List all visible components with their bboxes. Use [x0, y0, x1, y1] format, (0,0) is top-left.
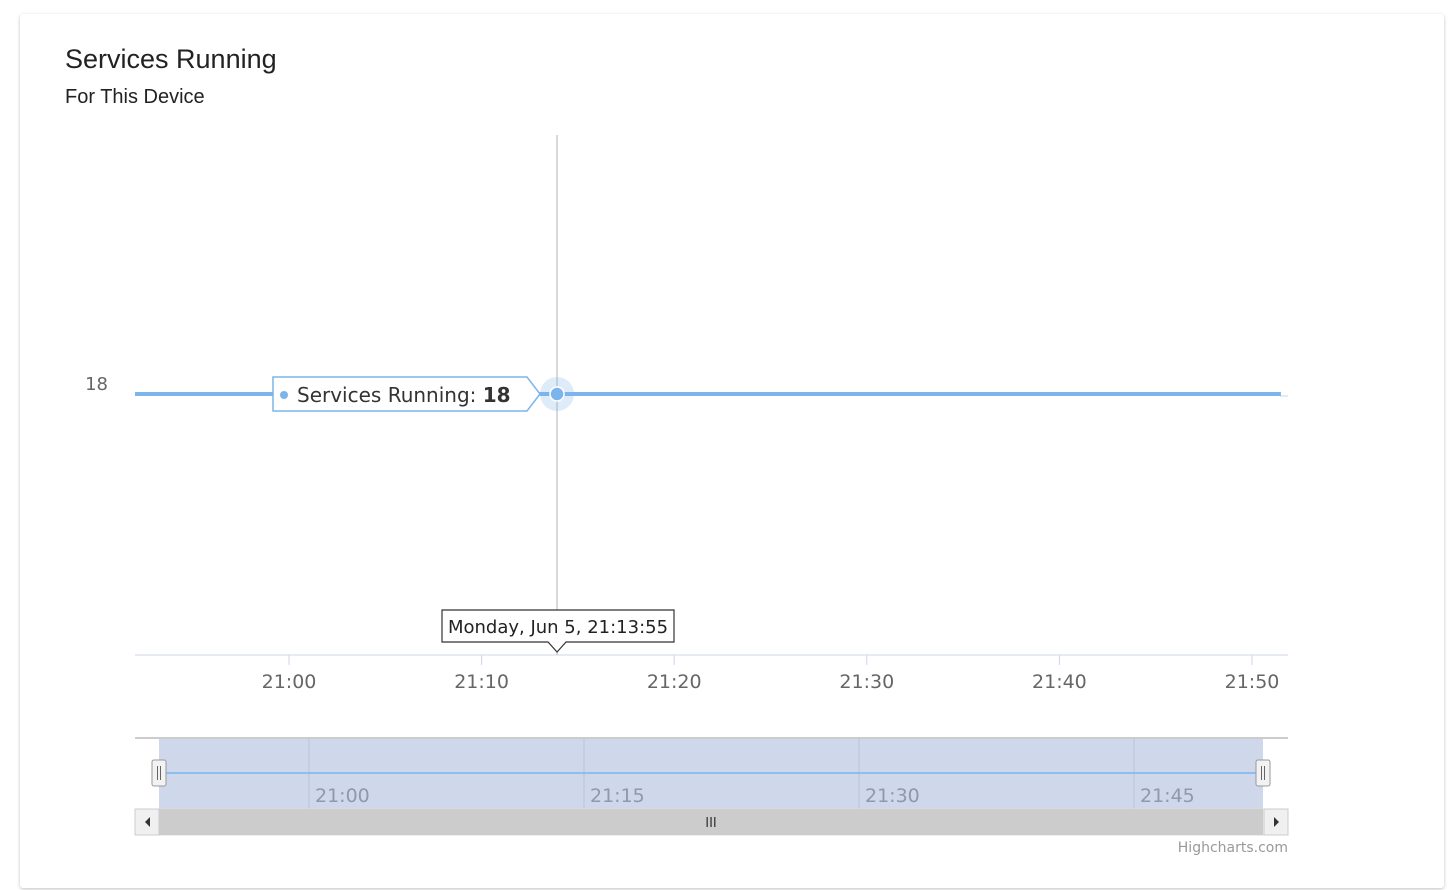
y-tick-label: 18: [85, 374, 108, 395]
navigator-handle-left[interactable]: [151, 759, 167, 787]
series-tooltip: [272, 376, 541, 412]
navigator-tick-label: 21:30: [865, 785, 920, 807]
x-tick-label: 21:40: [1032, 671, 1087, 693]
navigator-mask[interactable]: [159, 739, 1263, 809]
x-tick-label: 21:20: [647, 671, 702, 693]
x-tick-label: 21:50: [1225, 671, 1280, 693]
chart-title: Services Running: [65, 44, 277, 74]
tooltip-series-dot: [280, 391, 288, 399]
x-axis-tooltip: [441, 609, 675, 653]
tooltip-value: 18: [483, 383, 511, 407]
x-axis-tooltip-label: Monday, Jun 5, 21:13:55: [448, 617, 668, 638]
navigator-tick-label: 21:45: [1140, 785, 1195, 807]
navigator-tick-label: 21:00: [315, 785, 370, 807]
handle-grip-icon: [1261, 766, 1265, 780]
x-tick-label: 21:30: [839, 671, 894, 693]
chart-subtitle: For This Device: [65, 86, 205, 108]
navigator-handle-right[interactable]: [1255, 759, 1271, 787]
x-tick-label: 21:00: [262, 671, 317, 693]
handle-grip-icon: [157, 766, 161, 780]
arrow-left-icon: [145, 817, 150, 827]
navigator-tick-label: 21:15: [590, 785, 645, 807]
scrollbar-grip-icon: III: [705, 816, 717, 831]
highcharts-credits[interactable]: Highcharts.com: [1178, 840, 1288, 856]
scrollbar-thumb[interactable]: [159, 809, 1263, 835]
arrow-right-icon: [1274, 817, 1279, 827]
x-tick-label: 21:10: [454, 671, 509, 693]
data-point-marker[interactable]: [549, 386, 565, 402]
tooltip-series-label: Services Running: 18: [297, 383, 511, 407]
